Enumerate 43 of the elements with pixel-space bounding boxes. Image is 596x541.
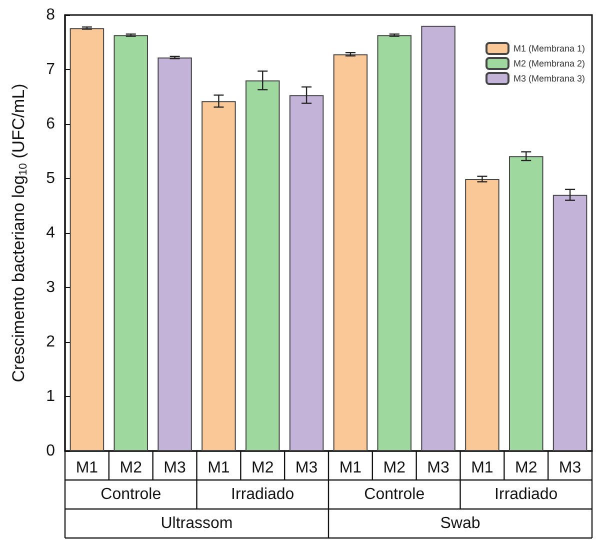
bar: [202, 101, 236, 451]
legend-label: M3 (Membrana 3): [513, 74, 586, 84]
y-tick-label: 5: [46, 170, 56, 187]
legend-label: M1 (Membrana 1): [513, 44, 586, 54]
bar: [114, 35, 148, 451]
bar: [465, 179, 500, 451]
x-tick-label: M3: [427, 460, 450, 476]
bar: [509, 156, 544, 451]
x-tick-label: M3: [558, 460, 582, 476]
x-tick-label: M3: [164, 460, 186, 476]
x-tick-label: M1: [208, 460, 230, 476]
y-tick-label: 1: [46, 388, 56, 405]
y-tick-label: 0: [46, 442, 56, 460]
y-tick-label: 3: [46, 279, 56, 296]
text: Controle: [364, 486, 425, 503]
x-tick-label: M3: [295, 460, 318, 476]
y-axis-title: Crescimento bacteriano log10 (UFC/mL): [9, 84, 30, 382]
y-tick-label: 8: [46, 6, 56, 24]
bar: [377, 35, 412, 451]
x-tick-label: M1: [471, 460, 494, 476]
legend-label: M2 (Membrana 2): [513, 58, 586, 68]
x-tick-label: M2: [120, 460, 142, 476]
x-tick-label: M2: [383, 460, 406, 476]
bar: [158, 58, 192, 451]
x-tick-label: M1: [339, 460, 362, 476]
bar: [70, 28, 104, 451]
y-tick-label: 4: [46, 224, 56, 242]
bar: [246, 80, 280, 451]
bar: [289, 95, 324, 451]
bar: [552, 194, 588, 451]
text: Ultrassom: [160, 515, 233, 532]
y-tick-label: 6: [46, 116, 56, 132]
y-tick-label: 2: [46, 334, 56, 350]
x-tick-label: M1: [76, 460, 98, 476]
text: Irradiado: [231, 486, 294, 503]
text: Swab: [440, 515, 480, 532]
x-tick-label: M2: [252, 460, 274, 476]
bar: [333, 54, 368, 451]
y-tick-label: 7: [46, 61, 56, 78]
bar: [421, 26, 456, 451]
x-tick-label: M2: [515, 460, 538, 476]
text: Irradiado: [494, 486, 558, 503]
text: Controle: [100, 486, 162, 503]
